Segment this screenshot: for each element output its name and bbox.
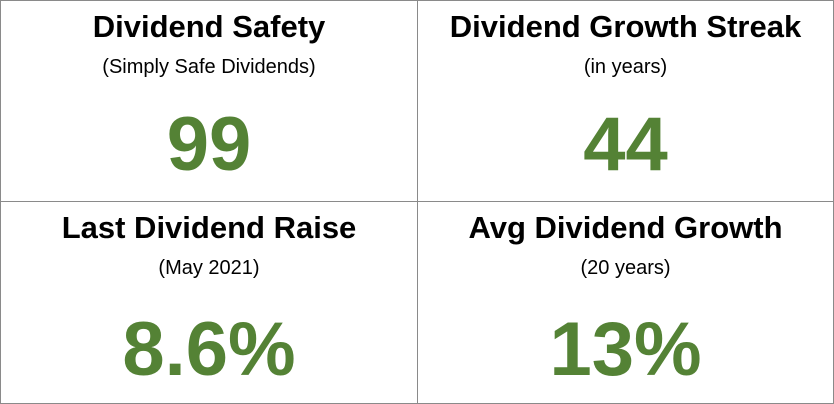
dividend-growth-streak-cell: Dividend Growth Streak (in years) 44 xyxy=(418,1,833,202)
last-dividend-raise-subtitle: (May 2021) xyxy=(158,257,260,279)
dividend-growth-streak-value: 44 xyxy=(583,102,668,187)
avg-dividend-growth-value: 13% xyxy=(549,307,702,392)
last-dividend-raise-title: Last Dividend Raise xyxy=(61,210,357,245)
dividend-safety-cell: Dividend Safety (Simply Safe Dividends) … xyxy=(1,1,418,202)
avg-dividend-growth-cell: Avg Dividend Growth (20 years) 13% xyxy=(418,202,833,403)
last-dividend-raise-cell: Last Dividend Raise (May 2021) 8.6% xyxy=(1,202,418,403)
dividend-growth-streak-subtitle: (in years) xyxy=(583,56,668,78)
avg-dividend-growth-title: Avg Dividend Growth xyxy=(468,210,783,245)
dividend-safety-title: Dividend Safety xyxy=(92,9,326,44)
dividend-safety-subtitle: (Simply Safe Dividends) xyxy=(102,56,316,78)
dividend-growth-streak-title: Dividend Growth Streak xyxy=(449,9,802,44)
last-dividend-raise-value: 8.6% xyxy=(122,307,296,392)
avg-dividend-growth-subtitle: (20 years) xyxy=(580,257,671,279)
dividend-safety-value: 99 xyxy=(166,102,252,187)
